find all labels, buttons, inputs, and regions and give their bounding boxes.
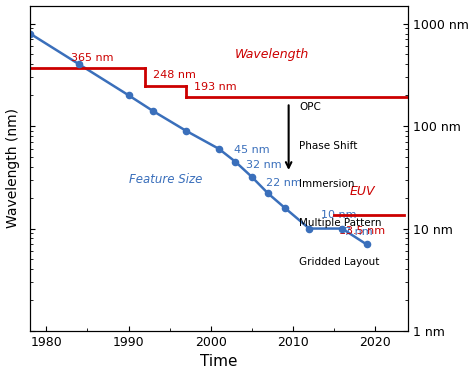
Text: Gridded Layout: Gridded Layout: [299, 257, 380, 267]
Text: Feature Size: Feature Size: [128, 173, 202, 186]
Point: [248, 174, 255, 180]
Text: 45 nm: 45 nm: [234, 145, 269, 155]
Point: [125, 92, 132, 98]
Point: [149, 108, 157, 114]
Text: 248 nm: 248 nm: [153, 70, 196, 80]
Point: [26, 30, 34, 36]
Text: OPC: OPC: [299, 102, 321, 112]
Text: Immersion: Immersion: [299, 180, 355, 189]
Text: EUV: EUV: [350, 185, 375, 198]
Point: [231, 159, 239, 165]
Text: Multiple Pattern: Multiple Pattern: [299, 218, 382, 228]
Text: Wavelength: Wavelength: [235, 48, 310, 61]
Text: 193 nm: 193 nm: [194, 82, 237, 92]
Point: [75, 62, 83, 68]
Text: 32 nm: 32 nm: [246, 160, 282, 170]
X-axis label: Time: Time: [200, 354, 237, 369]
Point: [338, 225, 346, 231]
Point: [182, 128, 190, 134]
Text: Phase Shift: Phase Shift: [299, 141, 358, 150]
Text: 13.5 nm: 13.5 nm: [339, 226, 386, 236]
Text: 22 nm: 22 nm: [266, 178, 302, 188]
Y-axis label: Wavelength (nm): Wavelength (nm): [6, 108, 19, 228]
Text: 7 nm: 7 nm: [345, 227, 373, 237]
Point: [215, 146, 223, 152]
Point: [281, 205, 288, 211]
Text: 10 nm: 10 nm: [321, 210, 357, 220]
Point: [305, 225, 313, 231]
Text: 365 nm: 365 nm: [71, 53, 114, 63]
Point: [264, 190, 272, 196]
Point: [363, 242, 371, 248]
